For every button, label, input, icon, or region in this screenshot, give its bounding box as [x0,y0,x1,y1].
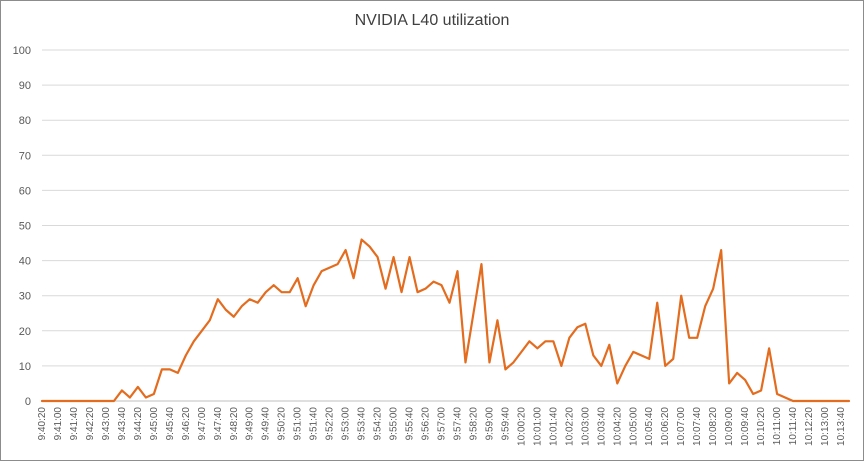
x-tick-label: 9:55:40 [405,407,416,441]
y-tick-label: 70 [19,150,31,162]
y-tick-label: 0 [25,396,31,408]
x-tick-label: 10:05:40 [644,407,655,446]
y-tick-label: 20 [19,326,31,338]
y-tick-label: 80 [19,115,31,127]
x-tick-label: 10:13:40 [836,407,847,446]
x-tick-label: 10:03:40 [596,407,607,446]
x-tick-label: 9:57:40 [452,407,463,441]
x-tick-label: 10:04:20 [612,407,623,446]
x-tick-label: 9:58:20 [468,407,479,441]
y-tick-label: 40 [19,256,31,268]
x-tick-label: 10:09:00 [724,407,735,446]
x-tick-label: 9:45:00 [149,407,160,441]
x-tick-label: 9:57:00 [437,407,448,441]
x-tick-label: 10:11:00 [772,407,783,446]
x-tick-label: 10:09:40 [740,407,751,446]
x-tick-label: 9:54:20 [373,407,384,441]
x-tick-label: 10:07:40 [692,407,703,446]
x-tick-label: 9:40:20 [37,407,48,441]
x-tick-label: 10:02:20 [564,407,575,446]
y-tick-label: 60 [19,185,31,197]
y-tick-label: 10 [19,361,31,373]
x-tick-label: 10:01:00 [532,407,543,446]
chart-title: NVIDIA L40 utilization [354,12,510,29]
x-tick-label: 10:13:00 [820,407,831,446]
x-tick-label: 9:41:40 [69,407,80,441]
x-tick-label: 9:48:20 [229,407,240,441]
x-tick-label: 10:00:20 [516,407,527,446]
x-tick-label: 9:41:00 [53,407,64,441]
x-tick-label: 9:44:20 [133,407,144,441]
x-tick-label: 9:53:40 [357,407,368,441]
x-tick-label: 9:55:00 [389,407,400,441]
x-tick-label: 10:11:40 [788,407,799,446]
x-tick-label: 10:03:00 [580,407,591,446]
x-tick-label: 9:47:00 [197,407,208,441]
x-tick-label: 9:50:20 [277,407,288,441]
y-tick-label: 90 [19,80,31,92]
x-tick-label: 9:42:20 [85,407,96,441]
x-tick-label: 9:59:40 [500,407,511,441]
x-tick-label: 9:43:00 [101,407,112,441]
y-tick-label: 30 [19,291,31,303]
x-tick-label: 10:08:20 [708,407,719,446]
x-tick-label: 9:51:40 [309,407,320,441]
x-tick-label: 10:12:20 [804,407,815,446]
x-tick-label: 9:43:40 [117,407,128,441]
x-tick-label: 10:06:20 [660,407,671,446]
x-tick-label: 9:56:20 [421,407,432,441]
x-tick-label: 10:05:00 [628,407,639,446]
x-tick-label: 9:53:00 [341,407,352,441]
series-line [40,238,851,403]
x-tick-label: 9:49:00 [245,407,256,441]
x-tick-label: 10:01:40 [548,407,559,446]
x-tick-label: 9:52:20 [325,407,336,441]
x-tick-label: 9:45:40 [165,407,176,441]
x-tick-label: 9:47:40 [213,407,224,441]
y-tick-label: 50 [19,221,31,233]
x-tick-label: 9:49:40 [261,407,272,441]
x-tick-label: 9:59:00 [484,407,495,441]
x-tick-label: 9:51:00 [293,407,304,441]
x-tick-label: 10:10:20 [756,407,767,446]
x-tick-label: 9:46:20 [181,407,192,441]
y-tick-label: 100 [13,45,31,57]
x-tick-label: 10:07:00 [676,407,687,446]
